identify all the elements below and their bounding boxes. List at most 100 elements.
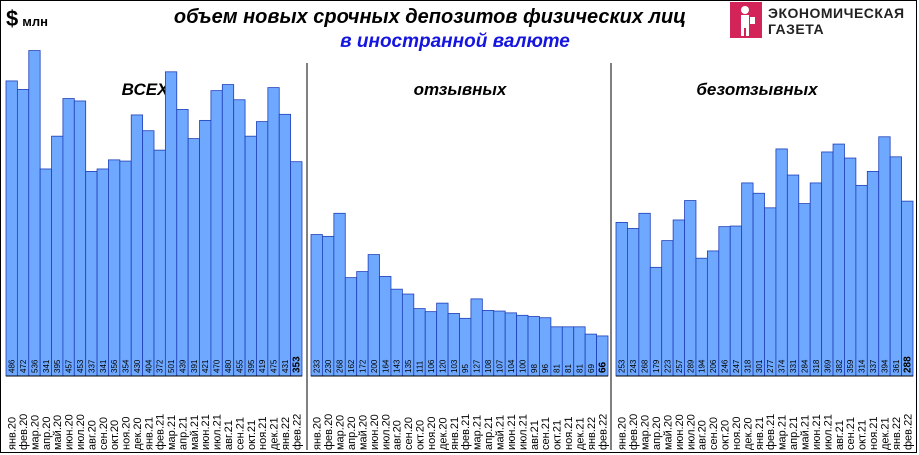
x-tick-label: июн.21 [811,414,823,450]
bar [187,138,200,377]
x-tick-label: апр.21 [177,417,189,450]
bar [855,184,868,377]
data-label: 253 [618,359,627,373]
x-tick-label: ноя.21 [563,417,575,450]
x-tick-label: дек.20 [437,417,449,450]
data-label: 69 [587,364,596,373]
x-tick-label: май.20 [52,415,64,450]
data-label: 164 [381,359,390,373]
x-tick-label: авг.20 [392,420,404,450]
x-tick-label: дек.20 [742,417,754,450]
data-label: 66 [597,361,608,373]
data-label: 394 [880,359,889,373]
panel-title-1: ВСЕХ [122,80,170,99]
data-label: 243 [629,359,638,373]
bar [798,203,811,377]
data-label: 361 [892,359,901,373]
x-tick-label: янв.22 [280,417,292,450]
data-label: 395 [53,359,62,373]
bar [684,200,697,377]
bar [786,174,800,377]
x-tick-label: янв.21 [754,417,766,450]
data-label: 470 [213,359,222,373]
x-tick-label: ноя.20 [121,417,133,450]
chart-subtitle: в иностранной валюте [340,31,570,52]
brand-logo: ЭКОНОМИЧЕСКАЯ ГАЗЕТА [730,2,916,40]
data-label: 395 [247,359,256,373]
bar [809,182,823,377]
x-tick-label: сен.20 [403,417,415,450]
data-label: 277 [766,359,775,373]
bar [142,130,155,377]
data-label: 318 [812,359,821,373]
unit-label: $ млн [6,6,48,32]
x-tick-label: апр.20 [651,417,663,450]
bar [267,87,280,377]
bar [638,212,651,377]
data-label: 374 [778,359,787,373]
x-tick-label: дек.21 [269,417,281,450]
x-tick-label: фев.21 [460,414,472,450]
data-label: 404 [144,359,153,373]
data-label: 111 [416,360,425,373]
data-label: 421 [201,359,210,373]
x-tick-label: окт.21 [552,420,564,450]
data-label: 453 [76,359,85,373]
data-label: 268 [641,359,650,373]
x-tick-label: ноя.20 [731,417,743,450]
bar [322,235,335,377]
bar [176,109,189,377]
data-label: 104 [507,359,516,373]
data-label: 247 [732,359,741,373]
x-tick-label: июн.21 [200,414,212,450]
data-label: 301 [755,359,764,373]
data-label: 257 [675,359,684,373]
x-tick-label: сен.21 [540,417,552,450]
x-tick-label: апр.21 [483,417,495,450]
data-label: 369 [823,359,832,373]
data-label: 206 [709,359,718,373]
data-label: 391 [190,359,199,373]
data-label: 439 [178,359,187,373]
panel-title-3: безотзывных [696,80,819,99]
data-label: 359 [846,359,855,373]
bar [878,136,891,377]
data-label: 95 [461,364,470,373]
data-label: 382 [835,359,844,373]
data-label: 486 [8,359,17,373]
bar [199,119,212,377]
x-tick-label: дек.21 [879,417,891,450]
x-tick-label: июн.20 [369,414,381,450]
data-label: 341 [99,359,108,373]
data-label: 457 [65,359,74,373]
x-tick-label: июл.21 [517,414,529,450]
data-label: 480 [224,359,233,373]
data-label: 81 [564,364,573,373]
data-label: 354 [122,359,131,373]
x-tick-label: мар.20 [640,415,652,450]
bar [764,207,777,377]
data-label: 200 [370,359,379,373]
bar [244,135,257,377]
unit-symbol: $ [6,6,19,31]
data-label: 501 [167,359,176,373]
data-label: 372 [156,359,165,373]
x-tick-label: авг.21 [834,420,846,450]
x-tick-label: окт.20 [415,420,427,450]
bar [741,182,754,377]
x-tick-label: сен.21 [845,417,857,450]
data-label: 246 [721,359,730,373]
data-label: 472 [19,359,28,373]
x-tick-label: май.21 [189,415,201,450]
x-tick-label: авг.20 [86,420,98,450]
bar [153,149,166,377]
x-tick-label: мар.20 [335,415,347,450]
bar [832,143,845,377]
x-tick-label: июл.21 [822,414,834,450]
x-tick-label: май.20 [357,415,369,450]
bar [627,228,640,377]
bar [718,226,731,377]
bar [752,192,765,377]
